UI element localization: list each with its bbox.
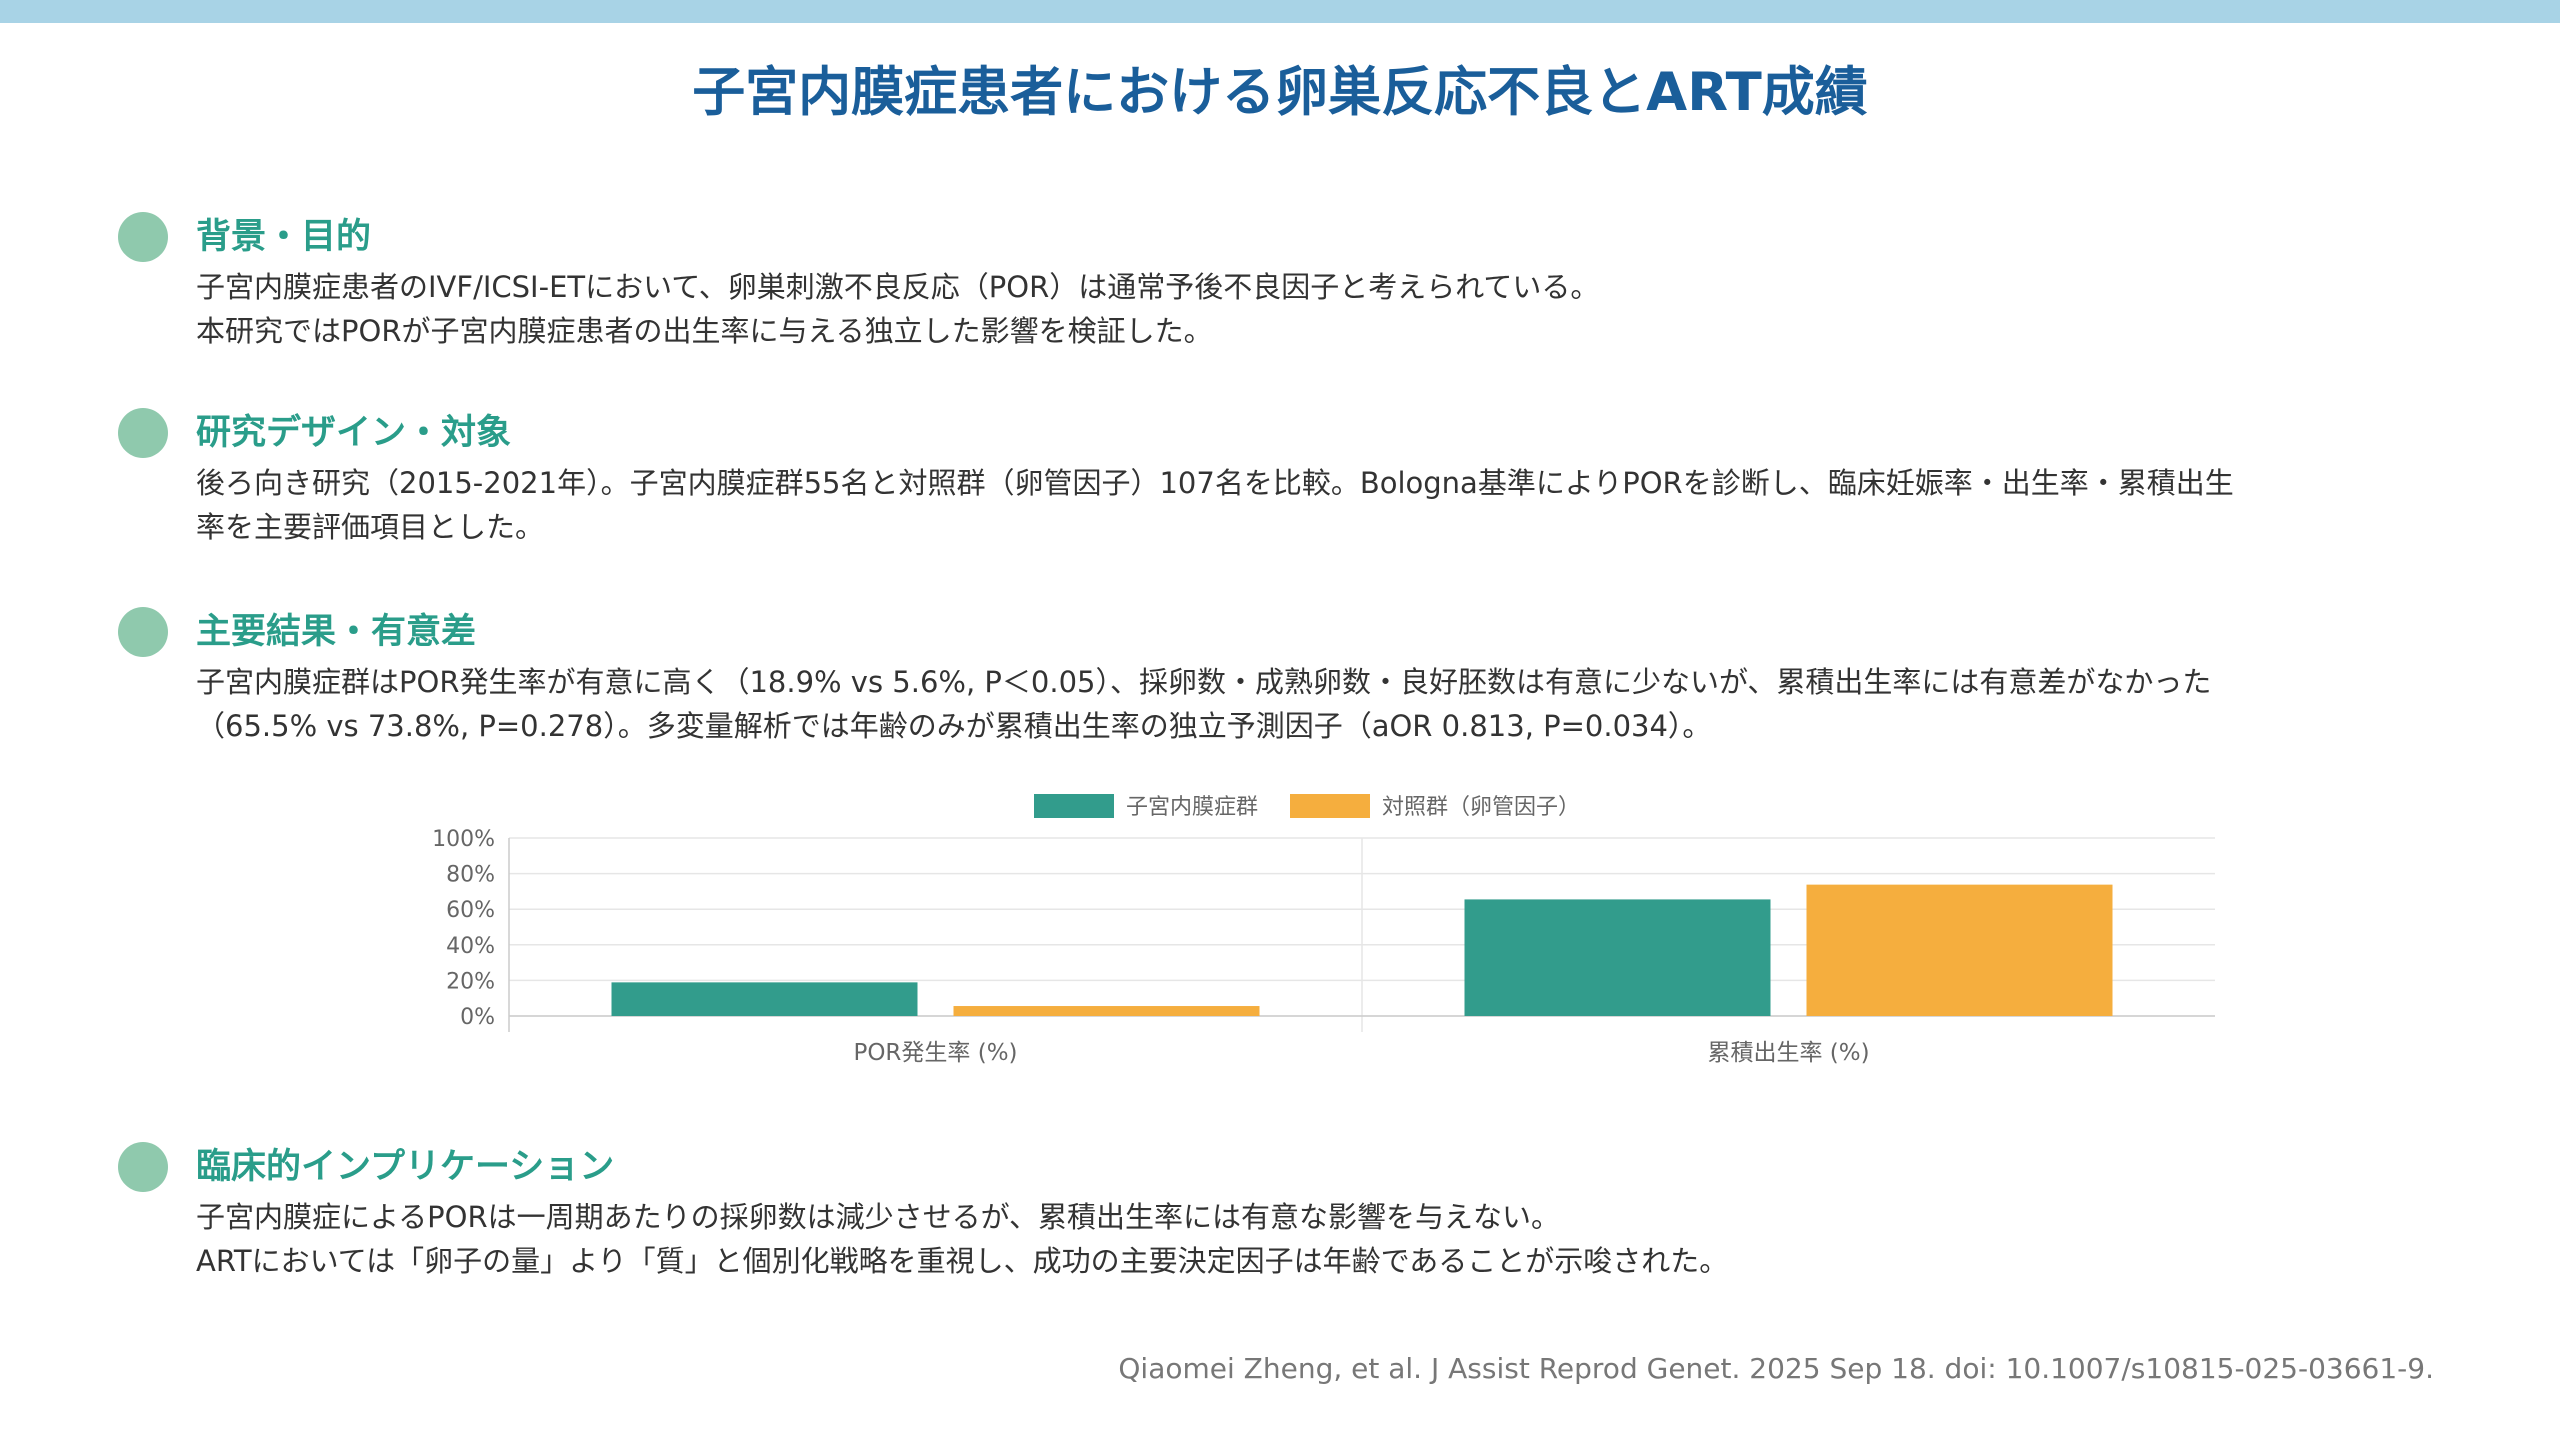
- y-tick-label: 0%: [460, 1005, 495, 1030]
- section-text: 子宮内膜症患者のIVF/ICSI-ETにおいて、卵巣刺激不良反応（POR）は通常…: [196, 265, 2448, 353]
- bar: [1806, 884, 2113, 1016]
- section-text: 子宮内膜症群はPOR発生率が有意に高く（18.9% vs 5.6%, P＜0.0…: [196, 660, 2448, 748]
- text-line: （65.5% vs 73.8%, P=0.278）。多変量解析では年齢のみが累積…: [196, 709, 1712, 743]
- text-line: 後ろ向き研究（2015-2021年）。子宮内膜症群55名と対照群（卵管因子）10…: [196, 466, 2234, 500]
- bullet-dot-icon: [118, 1142, 168, 1192]
- section-heading: 主要結果・有意差: [196, 612, 477, 652]
- top-accent-bar: [0, 0, 2560, 23]
- text-line: ARTにおいては「卵子の量」より「質」と個別化戦略を重視し、成功の主要決定因子は…: [196, 1244, 1729, 1278]
- section-results: 主要結果・有意差 子宮内膜症群はPOR発生率が有意に高く（18.9% vs 5.…: [118, 607, 2448, 748]
- text-line: 率を主要評価項目とした。: [196, 510, 545, 544]
- section-heading: 背景・目的: [196, 217, 372, 257]
- text-line: 子宮内膜症群はPOR発生率が有意に高く（18.9% vs 5.6%, P＜0.0…: [196, 665, 2212, 699]
- y-tick-label: 100%: [432, 827, 495, 852]
- y-tick-label: 20%: [446, 969, 495, 994]
- bar: [1464, 899, 1771, 1016]
- text-line: 子宮内膜症によるPORは一周期あたりの採卵数は減少させるが、累積出生率には有意な…: [196, 1200, 1561, 1234]
- x-tick-label: POR発生率 (%): [853, 1040, 1017, 1066]
- bullet-dot-icon: [118, 408, 168, 458]
- bar: [953, 1006, 1260, 1016]
- bullet-dot-icon: [118, 607, 168, 657]
- section-clinical: 臨床的インプリケーション 子宮内膜症によるPORは一周期あたりの採卵数は減少させ…: [118, 1142, 2448, 1283]
- section-heading: 研究デザイン・対象: [196, 413, 512, 453]
- citation: Qiaomei Zheng, et al. J Assist Reprod Ge…: [1118, 1352, 2434, 1385]
- section-text: 後ろ向き研究（2015-2021年）。子宮内膜症群55名と対照群（卵管因子）10…: [196, 461, 2448, 549]
- section-design: 研究デザイン・対象 後ろ向き研究（2015-2021年）。子宮内膜症群55名と対…: [118, 408, 2448, 549]
- chart-svg: 0% 20% 40% 60% 80% 100% POR発生率 (%) 累積出生率 (%) 子宮内…: [432, 794, 2215, 1066]
- x-tick-label: 累積出生率 (%): [1707, 1040, 1869, 1066]
- text-line: 本研究ではPORが子宮内膜症患者の出生率に与える独立した影響を検証した。: [196, 314, 1213, 348]
- y-tick-label: 80%: [446, 863, 495, 888]
- y-tick-label: 40%: [446, 934, 495, 959]
- bullet-dot-icon: [118, 212, 168, 262]
- legend-label: 対照群（卵管因子）: [1382, 795, 1580, 820]
- results-bar-chart: 0% 20% 40% 60% 80% 100% POR発生率 (%) 累積出生率 (%) 子宮内…: [400, 780, 2240, 1080]
- bar: [611, 982, 918, 1016]
- text-line: 子宮内膜症患者のIVF/ICSI-ETにおいて、卵巣刺激不良反応（POR）は通常…: [196, 270, 1600, 304]
- legend-swatch: [1290, 794, 1370, 818]
- page-title: 子宮内膜症患者における卵巣反応不良とART成績: [692, 62, 1868, 123]
- section-text: 子宮内膜症によるPORは一周期あたりの採卵数は減少させるが、累積出生率には有意な…: [196, 1195, 2448, 1283]
- legend-label: 子宮内膜症群: [1126, 795, 1258, 820]
- section-background: 背景・目的 子宮内膜症患者のIVF/ICSI-ETにおいて、卵巣刺激不良反応（P…: [118, 212, 2448, 353]
- legend-swatch: [1034, 794, 1114, 818]
- y-tick-label: 60%: [446, 898, 495, 923]
- section-heading: 臨床的インプリケーション: [196, 1147, 615, 1187]
